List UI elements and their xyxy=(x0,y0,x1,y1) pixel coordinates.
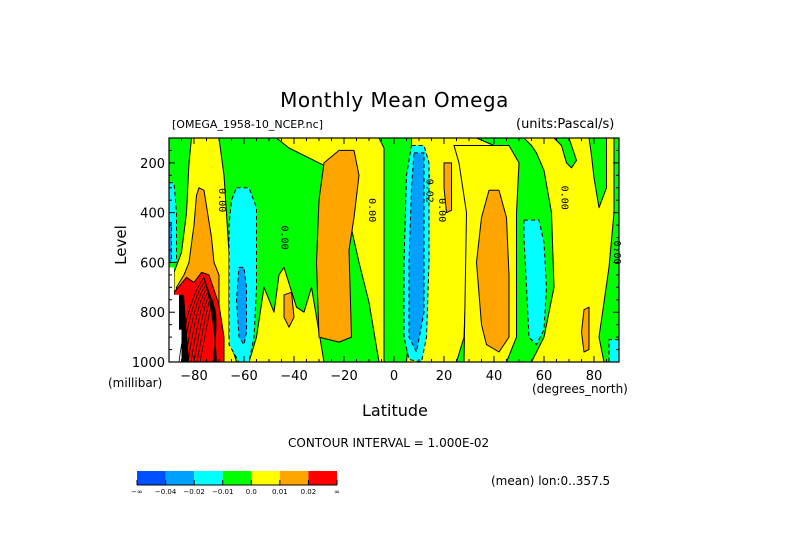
chart-title: Monthly Mean Omega xyxy=(280,88,509,112)
x-tick-label: −20 xyxy=(330,369,357,384)
contour-line xyxy=(199,299,217,362)
contour-regions xyxy=(169,138,619,362)
contour-region-cyan-nh-edge xyxy=(608,339,619,362)
mean-info-text: (mean) lon:0..357.5 xyxy=(491,474,611,488)
contour-region-yellow-nh xyxy=(523,138,615,362)
contour-region-blue-eq xyxy=(408,152,425,353)
contour-region-orange-sh-small xyxy=(283,291,295,328)
colorbar-label: −0.02 xyxy=(183,488,204,496)
colorbar-swatch xyxy=(222,471,252,485)
x-tick-label: 60 xyxy=(536,369,553,384)
colorbar-swatch xyxy=(165,471,195,485)
contour-interval-text: CONTOUR INTERVAL = 1.000E-02 xyxy=(288,436,490,450)
y-tick-label: 600 xyxy=(140,256,165,271)
units-label: (units:Pascal/s) xyxy=(516,117,615,132)
colorbar-label: 0.02 xyxy=(301,488,317,496)
contour-region-orange-eq-small xyxy=(443,162,452,214)
y-tick-label: 400 xyxy=(140,207,165,222)
contour-label: 0.00 xyxy=(559,186,570,210)
contour-region-green-nh-arm xyxy=(553,138,577,169)
contour-region-orange-nh-mid xyxy=(476,189,510,353)
axes: −80 −60 −40 −20 0 20 40 60 80 200 400 600 800 1000 xyxy=(132,138,619,384)
x-tick-label: 40 xyxy=(486,369,503,384)
x-axis-units: (degrees_north) xyxy=(532,382,628,396)
contour-label: 0.00 xyxy=(611,240,622,264)
y-tick-label: 200 xyxy=(140,157,165,172)
contour-region-white-missing xyxy=(169,267,182,362)
y-axis-units: (millibar) xyxy=(108,376,163,390)
colorbar-label: ∞ xyxy=(334,488,340,496)
colorbar-swatch xyxy=(308,471,337,485)
x-axis-label: Latitude xyxy=(362,401,428,420)
dataset-filename: [OMEGA_1958-10_NCEP.nc] xyxy=(172,118,323,131)
y-tick-label: 800 xyxy=(140,306,165,321)
contour-label: 0.00 xyxy=(436,198,447,222)
colorbar-label: 0.01 xyxy=(272,488,288,496)
contour-region-cyan-nh xyxy=(523,219,547,346)
colorbar-swatch xyxy=(251,471,280,485)
colorbar: −∞ −0.04 −0.02 −0.01 0.0 0.01 0.02 ∞ xyxy=(131,471,340,496)
colorbar-label: 0.0 xyxy=(246,488,257,496)
contour-region-orange-sh-mid xyxy=(316,149,360,343)
colorbar-label: −∞ xyxy=(131,488,143,496)
contour-label: -0.02 xyxy=(424,173,435,203)
y-tick-label: 1000 xyxy=(132,356,165,371)
x-tick-label: 80 xyxy=(586,369,603,384)
colorbar-swatch xyxy=(279,471,309,485)
x-tick-label: −60 xyxy=(230,369,257,384)
x-tick-label: 0 xyxy=(390,369,398,384)
colorbar-swatch xyxy=(194,471,223,485)
contour-region-green-nh-arm2 xyxy=(588,138,607,209)
colorbar-swatch xyxy=(137,471,166,485)
x-tick-label: −80 xyxy=(180,369,207,384)
colorbar-label: −0.04 xyxy=(155,488,177,496)
colorbar-label: −0.01 xyxy=(212,488,233,496)
contour-label: 0.00 xyxy=(366,198,377,222)
contour-region-orange-nh-small xyxy=(581,306,590,353)
x-tick-label: 20 xyxy=(436,369,453,384)
contour-label: 0.00 xyxy=(216,188,227,212)
x-tick-label: −40 xyxy=(280,369,307,384)
contour-labels: 0.000.000.00-0.020.000.000.00 xyxy=(216,173,622,265)
contour-region-blue-sh xyxy=(236,266,247,346)
contour-label: 0.00 xyxy=(279,226,290,250)
